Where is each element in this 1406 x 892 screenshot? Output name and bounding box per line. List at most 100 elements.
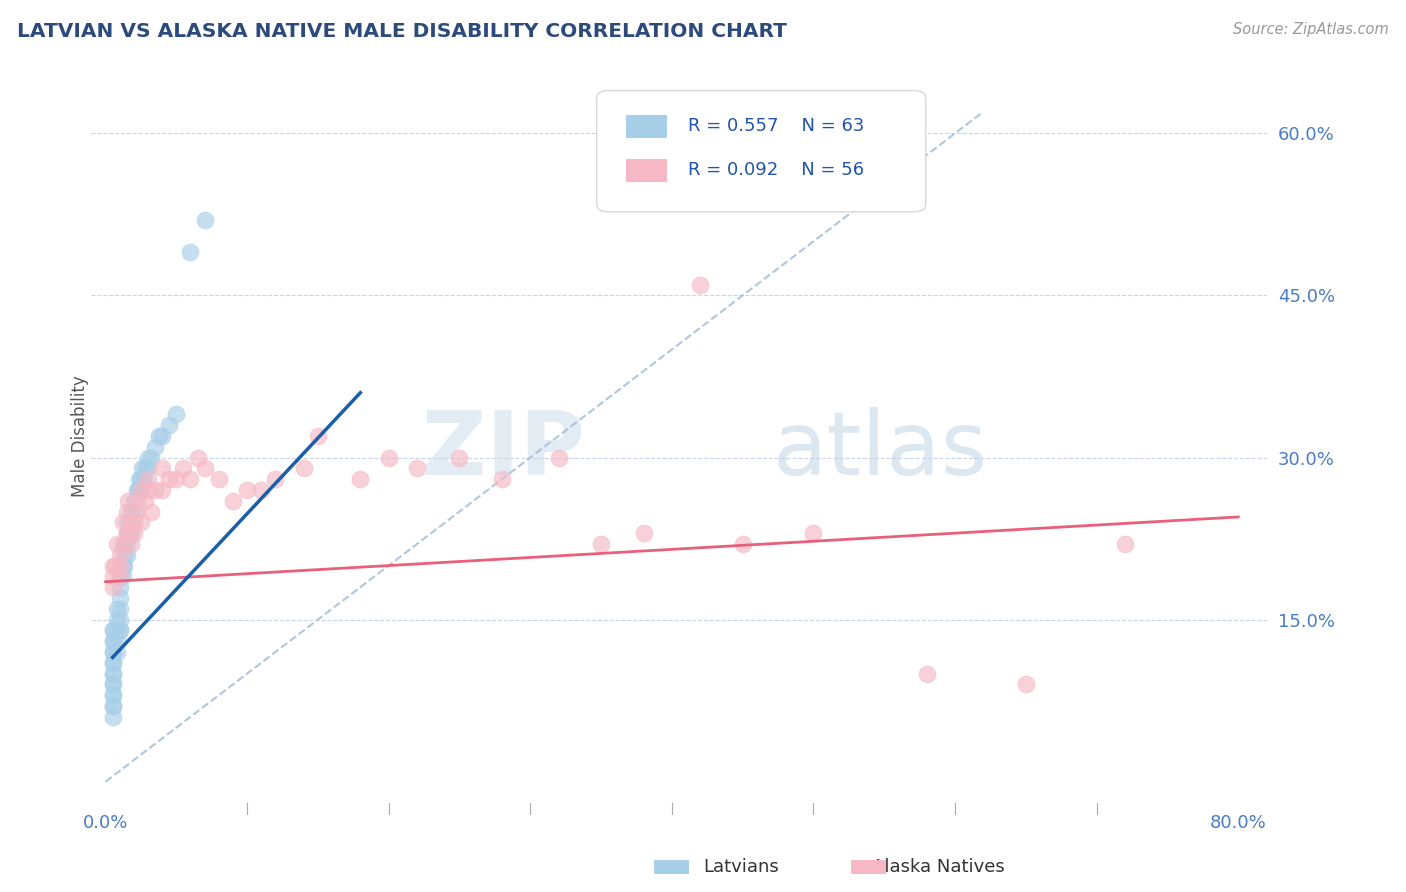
Point (108, 580, 131, 594)
Text: R = 0.557    N = 63: R = 0.557 N = 63 (689, 117, 865, 135)
Point (101, 656, 124, 670)
Point (125, 493, 148, 508)
Point (108, 624, 131, 638)
Point (120, 516, 142, 530)
Point (101, 666, 124, 681)
Point (136, 461, 159, 475)
Point (111, 516, 134, 530)
Point (208, 472, 231, 486)
Point (101, 624, 124, 638)
Point (349, 472, 371, 486)
Point (449, 450, 471, 465)
Point (731, 537, 754, 551)
Point (111, 558, 134, 573)
Point (115, 526, 138, 541)
Point (194, 212, 217, 227)
Point (115, 516, 138, 530)
Point (115, 537, 138, 551)
Point (108, 558, 131, 573)
Point (105, 624, 128, 638)
Point (115, 526, 138, 541)
Point (132, 472, 155, 486)
Point (264, 472, 287, 486)
Point (108, 569, 131, 583)
Point (104, 558, 127, 573)
Y-axis label: Male Disability: Male Disability (72, 375, 89, 497)
Point (222, 493, 245, 508)
Point (122, 493, 145, 508)
Point (129, 516, 152, 530)
Point (101, 688, 124, 702)
Point (105, 645, 128, 659)
Point (150, 461, 173, 475)
Point (150, 429, 173, 443)
Point (179, 245, 201, 260)
Point (165, 472, 187, 486)
Point (101, 677, 124, 691)
Point (120, 504, 142, 518)
Point (307, 429, 329, 443)
Point (101, 624, 124, 638)
Point (139, 504, 162, 518)
Point (143, 483, 166, 497)
Point (134, 493, 156, 508)
Point (101, 699, 124, 714)
Point (108, 569, 131, 583)
Point (122, 526, 145, 541)
Point (101, 569, 124, 583)
Point (101, 688, 124, 702)
Point (157, 418, 180, 433)
Text: LATVIAN VS ALASKA NATIVE MALE DISABILITY CORRELATION CHART: LATVIAN VS ALASKA NATIVE MALE DISABILITY… (17, 22, 787, 41)
Point (108, 558, 131, 573)
Text: R = 0.092    N = 56: R = 0.092 N = 56 (689, 161, 865, 179)
Point (689, 277, 711, 292)
Point (101, 677, 124, 691)
Point (120, 526, 142, 541)
Point (236, 483, 259, 497)
Point (112, 558, 135, 573)
Point (101, 580, 124, 594)
Point (125, 504, 148, 518)
FancyBboxPatch shape (596, 91, 925, 211)
Point (120, 537, 142, 551)
Point (101, 645, 124, 659)
Point (108, 548, 131, 562)
Point (122, 504, 145, 518)
Point (108, 613, 131, 627)
Point (105, 634, 128, 648)
Point (112, 537, 135, 551)
Point (101, 699, 124, 714)
Point (179, 472, 201, 486)
Point (127, 483, 149, 497)
Point (633, 526, 655, 541)
Point (129, 483, 152, 497)
Point (136, 472, 159, 486)
Point (143, 440, 166, 454)
Point (101, 634, 124, 648)
Point (122, 516, 145, 530)
Point (101, 558, 124, 573)
FancyBboxPatch shape (626, 115, 668, 138)
Point (105, 602, 128, 616)
Point (406, 461, 429, 475)
Point (125, 483, 148, 497)
Point (101, 710, 124, 724)
Point (101, 666, 124, 681)
Point (128, 472, 150, 486)
Point (250, 483, 273, 497)
Point (117, 493, 139, 508)
Point (136, 450, 159, 465)
Point (108, 602, 131, 616)
Point (194, 461, 217, 475)
Point (101, 656, 124, 670)
Point (134, 461, 156, 475)
Point (148, 429, 170, 443)
Point (1114, 537, 1136, 551)
Point (118, 516, 141, 530)
Point (115, 548, 138, 562)
Point (112, 548, 135, 562)
Point (157, 472, 180, 486)
Point (117, 526, 139, 541)
Point (1015, 677, 1038, 691)
Point (111, 569, 134, 583)
